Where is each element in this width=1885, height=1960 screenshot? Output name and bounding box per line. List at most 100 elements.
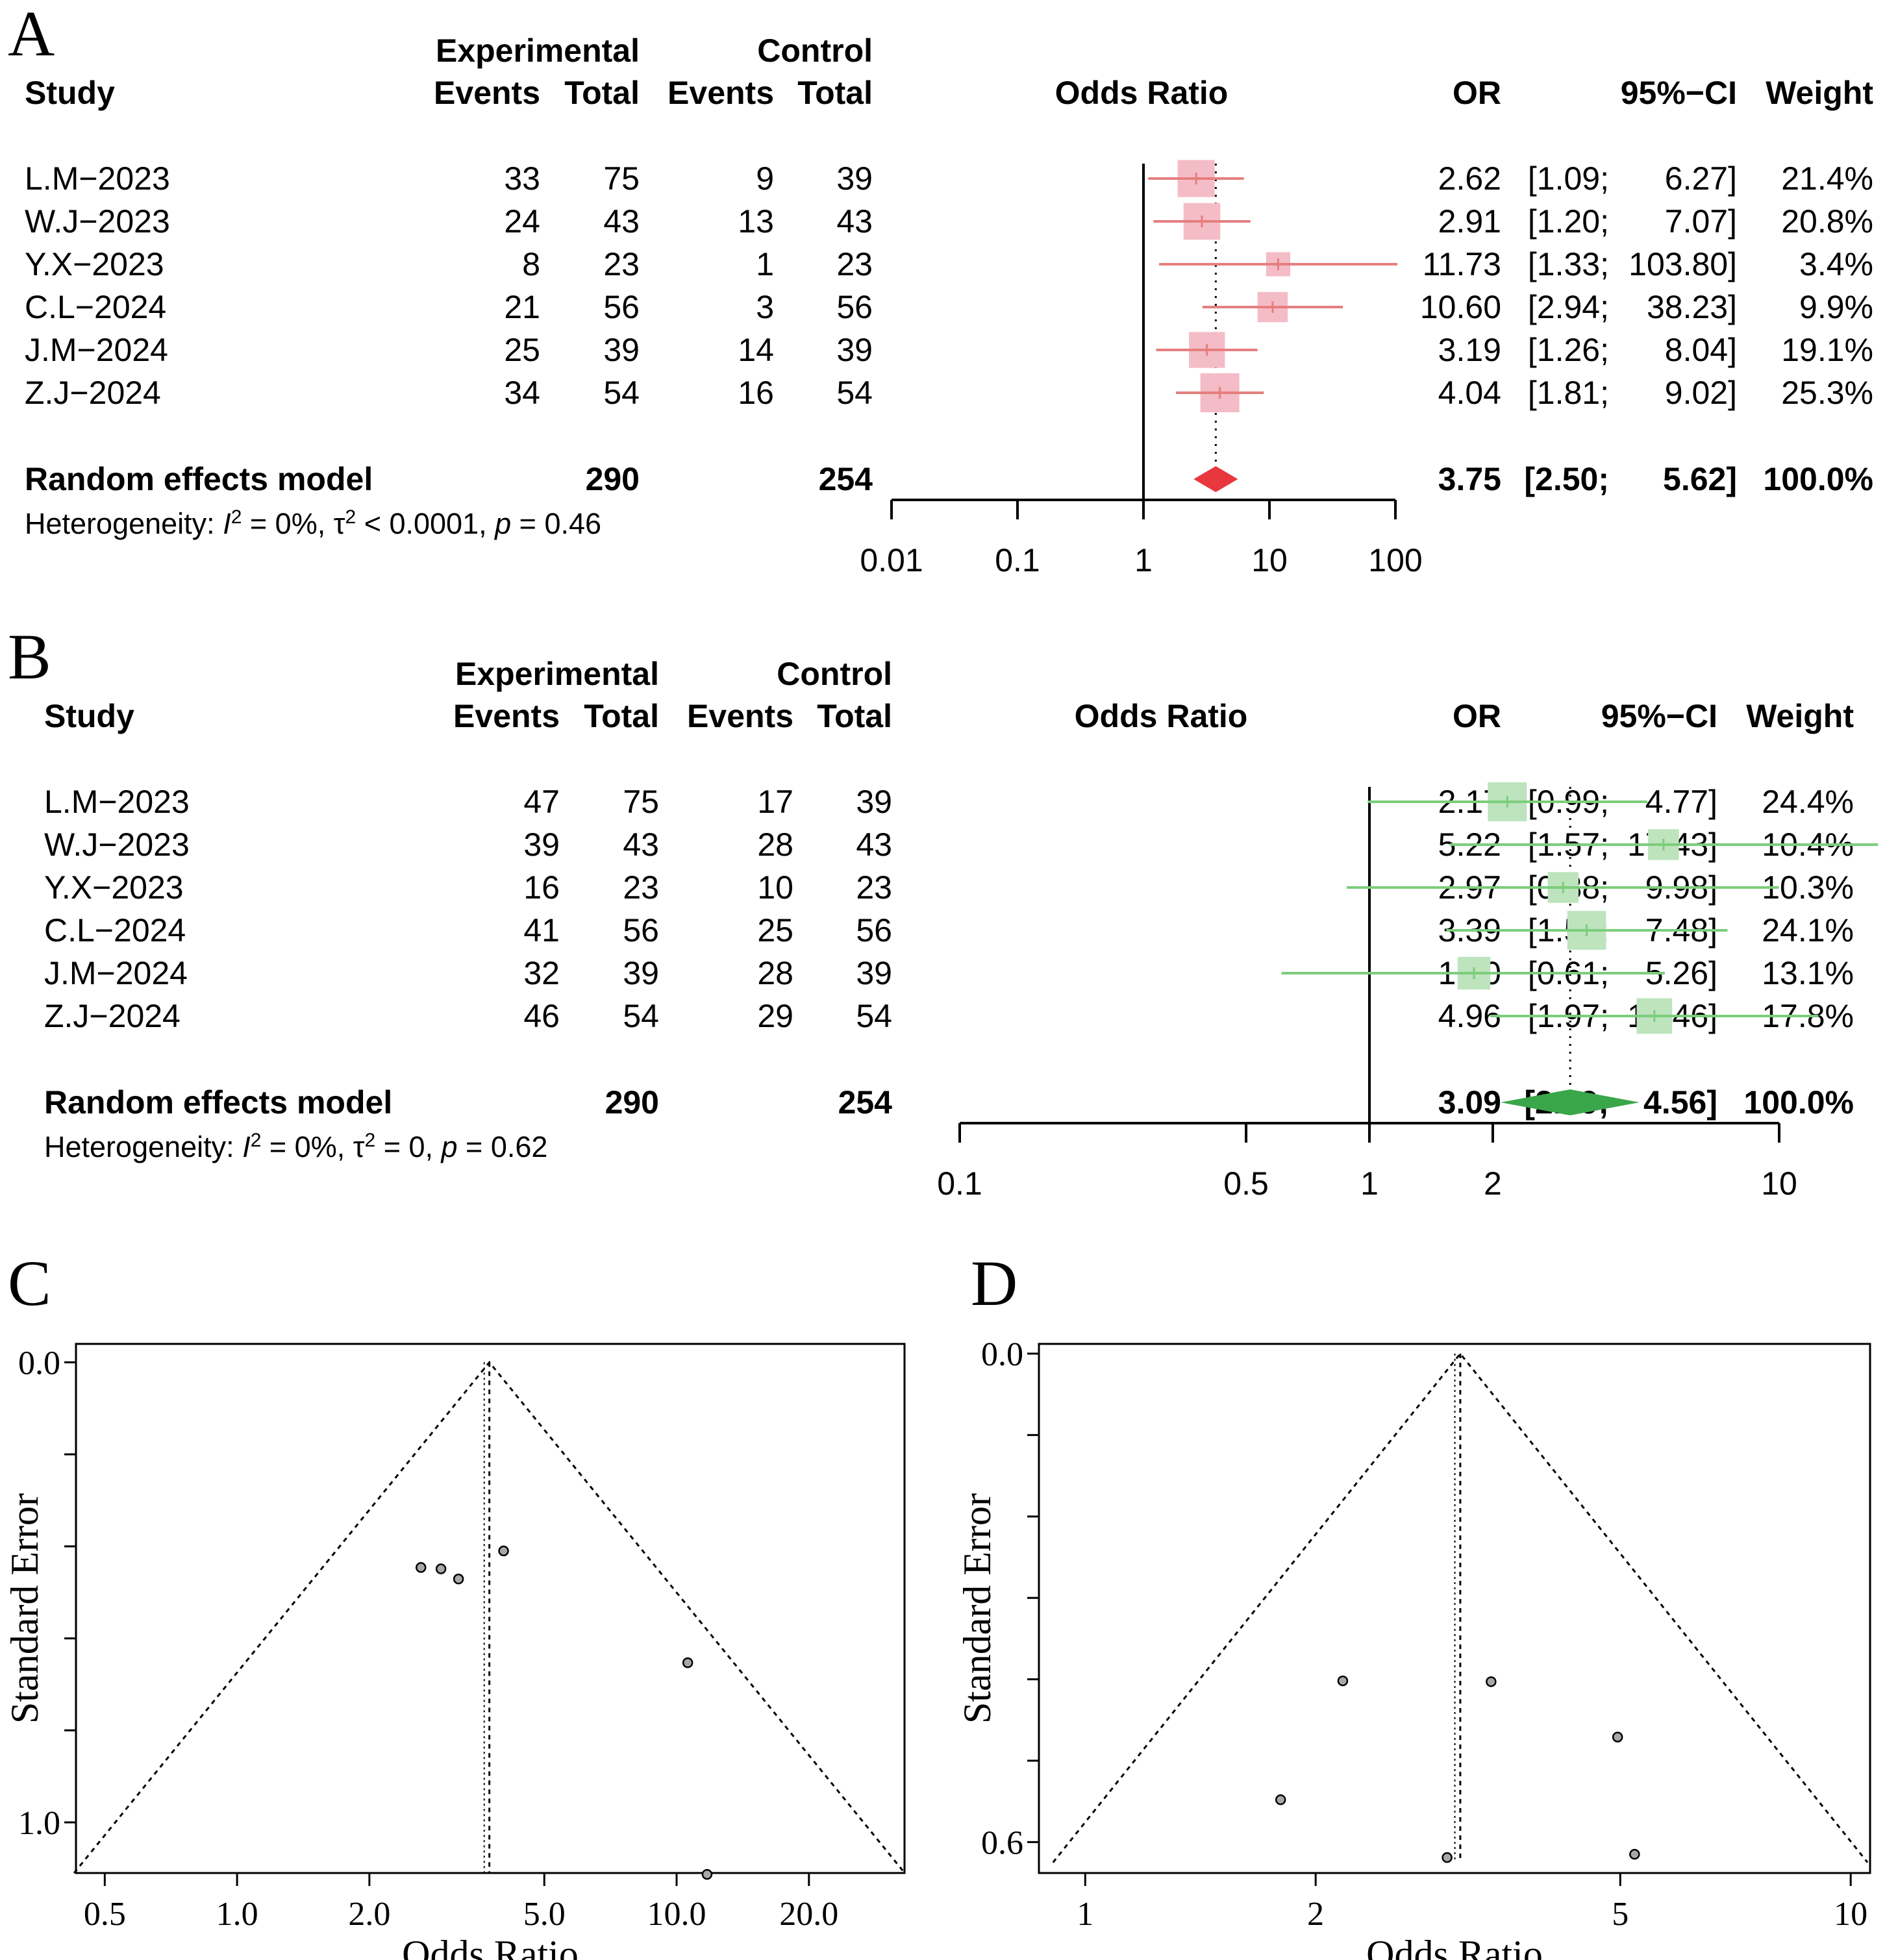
study-weight: 24.1%: [1762, 912, 1854, 949]
study-weight: 3.4%: [1799, 246, 1873, 282]
study-name: C.L−2024: [44, 912, 186, 949]
header-odds-ratio: Odds Ratio: [1055, 75, 1229, 111]
heterogeneity-i-val: = 0%,: [242, 507, 333, 540]
study-name: Y.X−2023: [44, 869, 184, 906]
study-point: [1275, 1794, 1286, 1805]
x-tick-label: 5: [1612, 1896, 1629, 1933]
exp-total: 56: [603, 289, 640, 325]
x-tick-label: 1.0: [216, 1896, 258, 1933]
study-ci-upper: 4.77]: [1645, 784, 1717, 820]
y-tick-label: 1.0: [18, 1805, 60, 1842]
heterogeneity-prefix: Heterogeneity:: [44, 1130, 242, 1163]
x-tick-label: 100: [1368, 542, 1422, 578]
study-weight: 13.1%: [1762, 955, 1854, 991]
study-ci-upper: 103.80]: [1629, 246, 1737, 282]
x-tick-label: 5.0: [523, 1896, 566, 1933]
x-tick-label: 2: [1307, 1896, 1324, 1933]
exp-total: 75: [603, 160, 640, 197]
header-odds-ratio: Odds Ratio: [1075, 698, 1248, 734]
ctl-total: 56: [856, 912, 892, 949]
x-tick-label: 20.0: [779, 1896, 838, 1933]
header-exp-events: Events: [434, 75, 540, 111]
header-exp-total: Total: [564, 75, 640, 111]
pooled-exp-total: 290: [605, 1084, 659, 1121]
header-or: OR: [1453, 698, 1501, 734]
heterogeneity-tau: τ: [334, 507, 345, 540]
forest-plot-a: A Experimental Control Study Events Total Even…: [8, 0, 1873, 578]
exp-events: 24: [504, 203, 540, 240]
study-point: [416, 1562, 427, 1573]
pooled-ctl-total: 254: [838, 1084, 893, 1121]
y-tick-label: 0.6: [981, 1824, 1023, 1861]
heterogeneity-tau-val: = 0,: [375, 1130, 441, 1163]
pooled-or: 3.75: [1438, 461, 1501, 497]
ctl-events: 10: [757, 869, 793, 906]
y-tick-label: 0.0: [18, 1345, 60, 1382]
study-ci-lower: [1.26;: [1528, 332, 1609, 368]
forest-plot-b: B Experimental Control Study Events Total Even…: [8, 621, 1879, 1202]
study-ci-lower: [2.94;: [1528, 289, 1609, 325]
panel-label: B: [8, 621, 51, 693]
study-or: 2.91: [1438, 203, 1501, 240]
exp-events: 21: [504, 289, 540, 325]
x-tick-label: 10: [1834, 1896, 1867, 1933]
exp-events: 33: [504, 160, 540, 197]
x-tick-label: 0.5: [1223, 1165, 1269, 1202]
exp-events: 25: [504, 332, 540, 368]
y-axis-title: Standard Error: [956, 1493, 999, 1724]
header-study: Study: [25, 75, 115, 111]
study-or: 2.62: [1438, 160, 1501, 197]
ctl-events: 28: [757, 955, 793, 991]
ctl-total: 39: [836, 332, 873, 368]
heterogeneity-tau-val: < 0.0001,: [356, 507, 495, 540]
ctl-total: 43: [836, 203, 873, 240]
ctl-events: 25: [757, 912, 793, 949]
funnel-plot-c: C 0.5 1.0 2.0 5.0 10.0 20.0 0.0 1.0 Odds Ratio Sta…: [3, 1247, 906, 1960]
x-tick-label: 2.0: [348, 1896, 390, 1933]
pooled-ci-lower: [2.50;: [1524, 461, 1609, 497]
exp-total: 75: [623, 784, 659, 820]
x-tick-label: 1: [1134, 542, 1153, 578]
study-ci-upper: 8.04]: [1665, 332, 1737, 368]
study-weight: 19.1%: [1781, 332, 1873, 368]
pooled-label: Random effects model: [44, 1084, 392, 1121]
study-weight: 21.4%: [1781, 160, 1873, 197]
heterogeneity-tau-sup: 2: [345, 506, 356, 528]
study-or: 4.04: [1438, 375, 1501, 411]
pooled-diamond: [1193, 466, 1238, 492]
header-control: Control: [777, 656, 892, 692]
x-tick-label: 10: [1251, 542, 1288, 578]
study-name: W.J−2023: [25, 203, 170, 240]
exp-total: 54: [623, 998, 659, 1034]
plot-frame: [1038, 1343, 1871, 1874]
study-or: 11.73: [1423, 246, 1501, 282]
pooled-label: Random effects model: [25, 461, 373, 497]
header-weight: Weight: [1766, 75, 1873, 111]
study-ci-lower: [1.33;: [1528, 246, 1609, 282]
header-study: Study: [44, 698, 134, 734]
study-ci-upper: 9.02]: [1665, 375, 1737, 411]
study-or: 3.19: [1438, 332, 1501, 368]
ctl-total: 54: [836, 375, 873, 411]
header-experimental: Experimental: [455, 656, 659, 692]
exp-events: 8: [522, 246, 540, 282]
ctl-events: 28: [757, 826, 793, 863]
study-weight: 9.9%: [1799, 289, 1873, 325]
y-tick-label: 0.0: [981, 1336, 1023, 1373]
x-tick-label: 10: [1761, 1165, 1797, 1202]
exp-total: 54: [603, 375, 640, 411]
header-ctl-total: Total: [817, 698, 892, 734]
ctl-total: 23: [836, 246, 873, 282]
study-or: 10.60: [1420, 289, 1501, 325]
study-name: Z.J−2024: [44, 998, 181, 1034]
pooled-weight: 100.0%: [1743, 1084, 1854, 1121]
heterogeneity-p-val: = 0.62: [458, 1130, 548, 1163]
funnel-boundary: [1052, 1352, 1869, 1863]
x-tick-label: 0.5: [84, 1896, 126, 1933]
study-ci-lower: [1.81;: [1528, 375, 1609, 411]
study-point: [453, 1573, 464, 1585]
x-axis-title: Odds Ratio: [402, 1933, 579, 1960]
study-name: W.J−2023: [44, 826, 190, 863]
